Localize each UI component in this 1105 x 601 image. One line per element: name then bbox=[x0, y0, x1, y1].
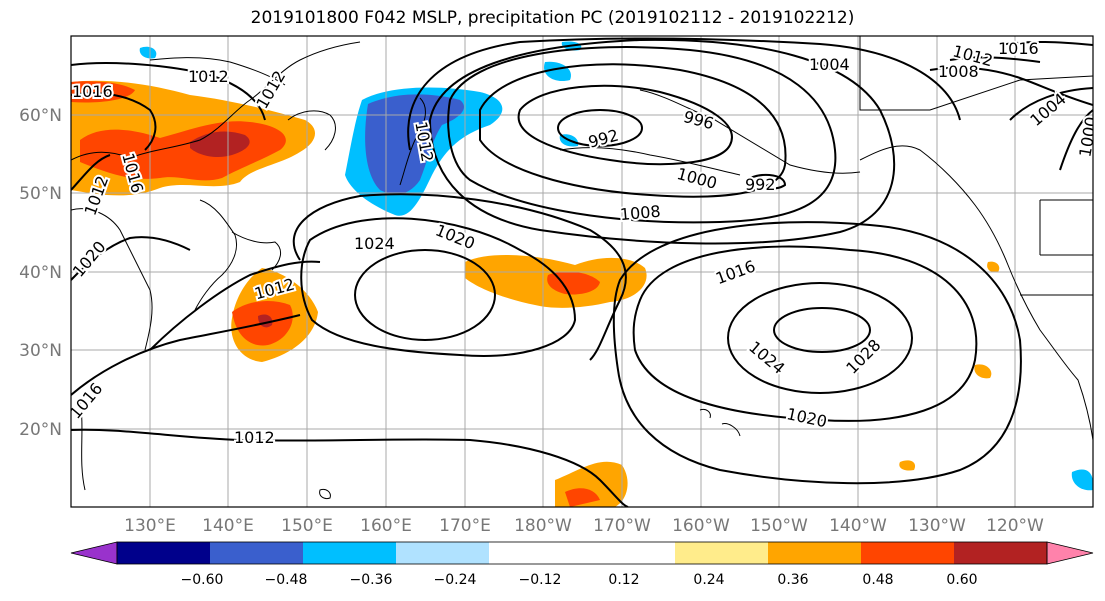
isobar-1000 bbox=[479, 63, 787, 198]
precip-area-okhotsk-lightblue bbox=[139, 46, 157, 59]
colorbar-tick-label: −0.48 bbox=[265, 572, 308, 588]
colorbar-tick-label: −0.24 bbox=[434, 572, 477, 588]
isobar-1012-ne bbox=[949, 56, 1041, 63]
precip-area-hawaii-orange bbox=[899, 460, 916, 471]
isobar-label-1008-b: 1008 bbox=[938, 62, 979, 81]
colorbar-segment bbox=[117, 542, 211, 564]
isobar-1016-west bbox=[71, 314, 301, 396]
colorbar-tick-label: −0.60 bbox=[181, 572, 224, 588]
isobar-1016-ne bbox=[999, 40, 1093, 46]
isobar-1012-nw bbox=[71, 62, 266, 121]
precip-shading bbox=[71, 41, 1093, 507]
isobar-1004-ne bbox=[1009, 87, 1093, 121]
isobar-992-a bbox=[557, 109, 643, 147]
precip-area-california-orange bbox=[974, 364, 992, 379]
colorbar-segment bbox=[489, 542, 583, 564]
lat-label-40n: 40°N bbox=[19, 263, 62, 283]
colorbar-segment bbox=[954, 542, 1048, 564]
map-frame bbox=[70, 35, 1094, 508]
colorbar-segment bbox=[303, 542, 397, 564]
lon-label-130e: 130°E bbox=[124, 516, 176, 536]
precip-area-mexico-lightblue bbox=[1071, 469, 1093, 491]
colorbar-tick-label: 0.24 bbox=[693, 572, 724, 588]
precip-area-gulf-lightblue bbox=[544, 61, 571, 82]
colorbar-segment bbox=[582, 542, 676, 564]
colorbar-tick-labels: −0.60 −0.48 −0.36 −0.24 −0.12 0.12 0.24 … bbox=[181, 572, 978, 588]
isobar-label-992-b: 992 bbox=[745, 175, 776, 194]
isobar-1024-east bbox=[727, 282, 913, 394]
isobar-1020-west bbox=[71, 236, 191, 281]
precip-area-south-red bbox=[565, 488, 600, 507]
lon-label-140e: 140°E bbox=[202, 516, 254, 536]
colorbar-segment bbox=[768, 542, 862, 564]
precip-area-asia-darkred bbox=[190, 131, 250, 158]
isobar-1016-center bbox=[292, 193, 627, 361]
isobar-1004 bbox=[447, 46, 837, 224]
lon-label-160e: 160°E bbox=[360, 516, 412, 536]
longitude-labels: 130°E 140°E 150°E 160°E 170°E 180°W 170°… bbox=[124, 516, 1044, 536]
isobar-label-1004-a: 1004 bbox=[809, 55, 850, 74]
colorbar-tick-label: −0.12 bbox=[519, 572, 562, 588]
precip-area-canada-orange bbox=[987, 261, 1000, 273]
precip-area-midpacific-red bbox=[547, 271, 600, 295]
lat-label-50n: 50°N bbox=[19, 184, 62, 204]
colorbar-segment bbox=[210, 542, 304, 564]
isobar-1000-ne bbox=[1059, 109, 1093, 171]
lat-label-60n: 60°N bbox=[19, 106, 62, 126]
isobar-1012-w bbox=[71, 154, 111, 191]
colorbar: −0.60 −0.48 −0.36 −0.24 −0.12 0.12 0.24 … bbox=[70, 541, 1094, 588]
colorbar-tick-label: 0.48 bbox=[862, 572, 893, 588]
colorbar-extend-left bbox=[70, 541, 118, 565]
isobar-label-1016-d: 1016 bbox=[998, 39, 1039, 58]
lon-label-150w: 150°W bbox=[750, 516, 808, 536]
colorbar-tick-label: 0.36 bbox=[777, 572, 808, 588]
lon-label-140w: 140°W bbox=[829, 516, 887, 536]
lon-label-130w: 130°W bbox=[908, 516, 966, 536]
lon-label-160w: 160°W bbox=[672, 516, 730, 536]
isobar-1016-east bbox=[612, 221, 1022, 485]
isobar-996 bbox=[517, 84, 733, 166]
isobar-1008 bbox=[428, 38, 896, 245]
isobars bbox=[71, 37, 1093, 507]
isobar-label-1012-g: 1012 bbox=[234, 428, 275, 447]
colorbar-tick-label: 0.12 bbox=[608, 572, 639, 588]
isobar-label-1016-a: 1016 bbox=[72, 82, 113, 101]
lat-label-20n: 20°N bbox=[19, 420, 62, 440]
colorbar-tick-label: 0.60 bbox=[946, 572, 977, 588]
lon-label-170w: 170°W bbox=[593, 516, 651, 536]
isobar-1012-north bbox=[407, 37, 961, 151]
precip-area-asia-orange-north bbox=[71, 81, 135, 103]
coastlines bbox=[71, 36, 1093, 499]
lon-label-120w: 120°W bbox=[986, 516, 1044, 536]
map-title: 2019101800 F042 MSLP, precipitation PC (… bbox=[250, 8, 855, 28]
isobar-1024-center bbox=[354, 249, 496, 341]
colorbar-extend-right bbox=[1046, 541, 1094, 565]
isobar-1020-center bbox=[300, 217, 577, 357]
colorbar-segment bbox=[396, 542, 490, 564]
colorbar-segment bbox=[675, 542, 769, 564]
colorbar-tick-label: −0.36 bbox=[350, 572, 393, 588]
lon-label-170e: 170°E bbox=[439, 516, 491, 536]
isobar-1028 bbox=[773, 307, 871, 353]
isobar-label-1008-a: 1008 bbox=[619, 202, 661, 224]
isobar-1020-east bbox=[632, 245, 978, 422]
colorbar-segment bbox=[861, 542, 955, 564]
gridlines bbox=[71, 36, 1093, 507]
colorbar-frame bbox=[116, 541, 1048, 565]
isobar-1008-ne bbox=[929, 66, 1093, 106]
isobar-1012-japan bbox=[149, 260, 321, 351]
isobar-label-1024-a: 1024 bbox=[354, 234, 395, 253]
lat-label-30n: 30°N bbox=[19, 341, 62, 361]
lon-label-180w: 180°W bbox=[514, 516, 572, 536]
isobar-1016-nw bbox=[71, 92, 157, 151]
precip-area-kamchatka-blue bbox=[365, 94, 464, 195]
isobar-992-b bbox=[748, 173, 787, 190]
lon-label-150e: 150°E bbox=[281, 516, 333, 536]
latitude-labels: 60°N 50°N 40°N 30°N 20°N bbox=[19, 106, 62, 440]
isobar-label-1012-a: 1012 bbox=[188, 67, 229, 86]
isobar-1012-south bbox=[71, 428, 629, 507]
